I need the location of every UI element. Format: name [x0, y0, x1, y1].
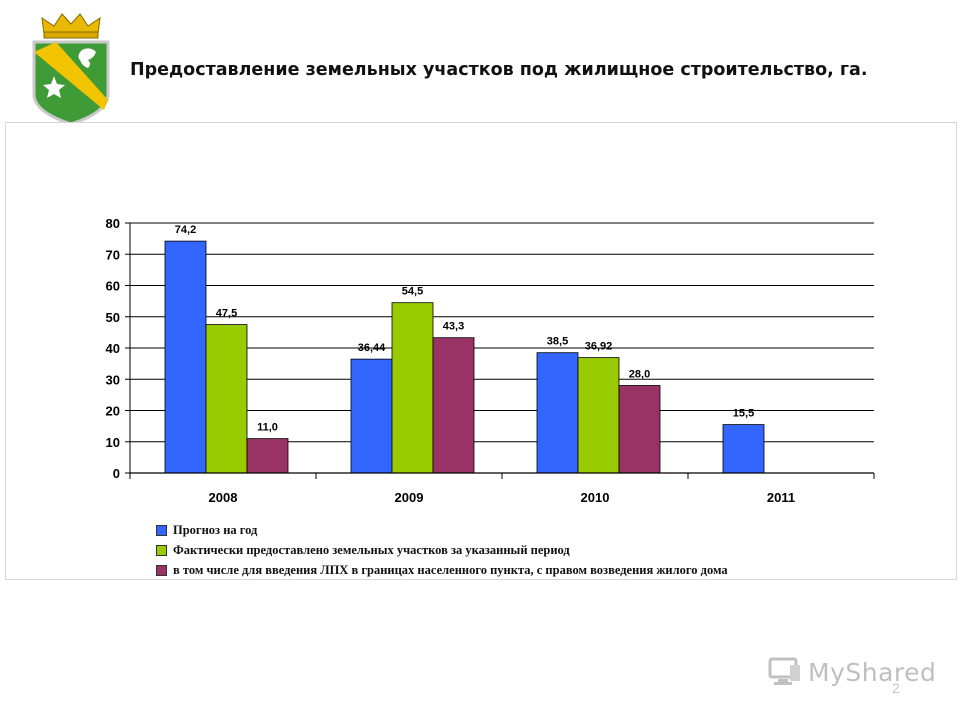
legend-swatch — [156, 564, 167, 576]
y-tick-label: 80 — [106, 216, 120, 231]
data-label: 36,92 — [585, 341, 613, 353]
legend-item: в том числе для введения ЛПХ в границах … — [156, 560, 728, 580]
x-tick-label: 2011 — [767, 490, 795, 505]
y-tick-label: 60 — [106, 279, 120, 294]
x-tick-label: 2008 — [209, 490, 238, 505]
bar — [164, 240, 207, 474]
watermark: MyShared — [768, 656, 936, 688]
bar — [722, 424, 765, 474]
y-tick-label: 30 — [106, 372, 120, 387]
page-number: 2 — [892, 680, 900, 696]
y-tick-label: 20 — [106, 404, 120, 419]
x-tick-label: 2010 — [581, 490, 610, 505]
legend-label: Прогноз на год — [173, 522, 258, 537]
chart-frame: 0 10 20 30 40 50 60 70 80 2008 74,2 47,5 11,0 2009 36,… — [5, 122, 957, 580]
data-label: 38,5 — [547, 336, 568, 348]
bar — [350, 358, 393, 474]
x-tick-label: 2009 — [395, 490, 424, 505]
bar — [391, 302, 434, 474]
coat-of-arms-icon — [32, 13, 110, 126]
legend-swatch — [156, 544, 167, 556]
y-tick-label: 40 — [106, 341, 120, 356]
bar — [205, 324, 248, 474]
bar — [432, 337, 475, 474]
bar — [536, 352, 579, 474]
bar — [577, 357, 620, 474]
legend-label: в том числе для введения ЛПХ в границах … — [173, 562, 728, 577]
data-label: 54,5 — [402, 286, 423, 298]
data-label: 74,2 — [175, 224, 196, 236]
data-label: 43,3 — [443, 321, 464, 333]
legend-swatch — [156, 524, 167, 536]
bar — [246, 438, 289, 474]
y-tick-label: 0 — [113, 466, 120, 481]
data-label: 36,44 — [358, 342, 386, 354]
bar-chart: 0 10 20 30 40 50 60 70 80 2008 74,2 47,5 11,0 2009 36,… — [106, 216, 875, 505]
monitor-icon — [768, 657, 800, 685]
legend-item: Фактически предоставлено земельных участ… — [156, 540, 728, 560]
y-tick-label: 10 — [106, 435, 120, 450]
legend-label: Фактически предоставлено земельных участ… — [173, 542, 570, 557]
watermark-text: MyShared — [808, 657, 937, 687]
data-label: 47,5 — [216, 308, 237, 320]
bar — [618, 385, 661, 474]
data-label: 11,0 — [257, 422, 278, 434]
page-title: Предоставление земельных участков под жи… — [130, 60, 868, 80]
data-label: 28,0 — [629, 369, 650, 381]
y-tick-label: 70 — [106, 247, 120, 262]
y-tick-label: 50 — [106, 310, 120, 325]
legend-item: Прогноз на год — [156, 520, 728, 540]
chart-legend: Прогноз на год Фактически предоставлено … — [156, 520, 728, 580]
data-label: 15,5 — [733, 408, 754, 420]
